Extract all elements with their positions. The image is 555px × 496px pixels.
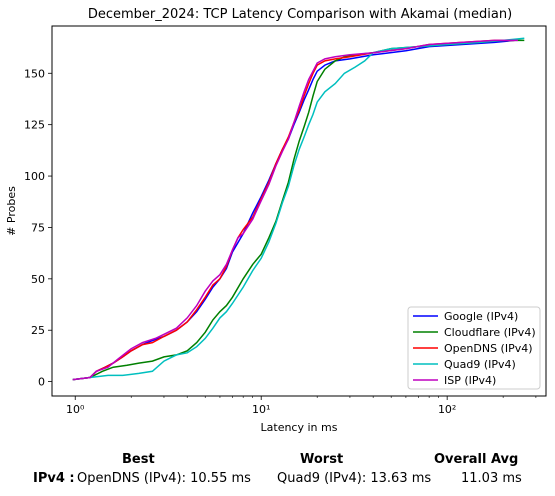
y-tick-label: 0 — [38, 376, 45, 389]
chart-title: December_2024: TCP Latency Comparison wi… — [88, 7, 512, 22]
y-tick-label: 50 — [31, 273, 45, 286]
legend-entry: Quad9 (IPv4) — [444, 358, 516, 371]
plot-frame — [51, 25, 547, 397]
summary-best-value: OpenDNS (IPv4): 10.55 ms — [77, 471, 251, 486]
x-axis-label: Latency in ms — [261, 421, 338, 434]
summary-row-label: IPv4 : — [33, 471, 75, 486]
legend-entry: Cloudflare (IPv4) — [444, 326, 536, 339]
latency-chart: December_2024: TCP Latency Comparison wi… — [5, 7, 547, 434]
y-axis-label: # Probes — [5, 186, 18, 236]
y-axis: 0 25 50 75 100 125 150 — [24, 67, 52, 389]
y-tick-label: 25 — [31, 324, 45, 337]
series-line-4 — [72, 39, 518, 381]
x-tick-label: 10² — [438, 403, 456, 416]
legend-box — [407, 306, 541, 390]
y-tick-label: 100 — [24, 170, 45, 183]
x-axis: 10⁰ 10¹ 10² — [66, 396, 537, 416]
legend-entry: ISP (IPv4) — [444, 374, 496, 387]
series-line-2 — [72, 39, 515, 381]
summary-avg-value: 11.03 ms — [461, 471, 522, 486]
y-tick-label: 75 — [31, 221, 45, 234]
summary-avg-label: Overall Avg — [434, 452, 519, 467]
legend: Google (IPv4) Cloudflare (IPv4) OpenDNS (I… — [407, 306, 541, 390]
x-tick-label: 10⁰ — [66, 403, 85, 416]
x-tick-label: 10¹ — [252, 403, 270, 416]
plot-lines — [72, 37, 525, 381]
series-line-3 — [72, 37, 525, 381]
summary-worst-label: Worst — [300, 452, 344, 467]
y-tick-label: 150 — [24, 67, 45, 80]
legend-entry: Google (IPv4) — [444, 310, 518, 323]
y-tick-label: 125 — [24, 119, 45, 132]
summary-worst-value: Quad9 (IPv4): 13.63 ms — [277, 471, 432, 486]
summary-best-label: Best — [122, 452, 155, 467]
legend-entry: OpenDNS (IPv4) — [444, 342, 533, 355]
